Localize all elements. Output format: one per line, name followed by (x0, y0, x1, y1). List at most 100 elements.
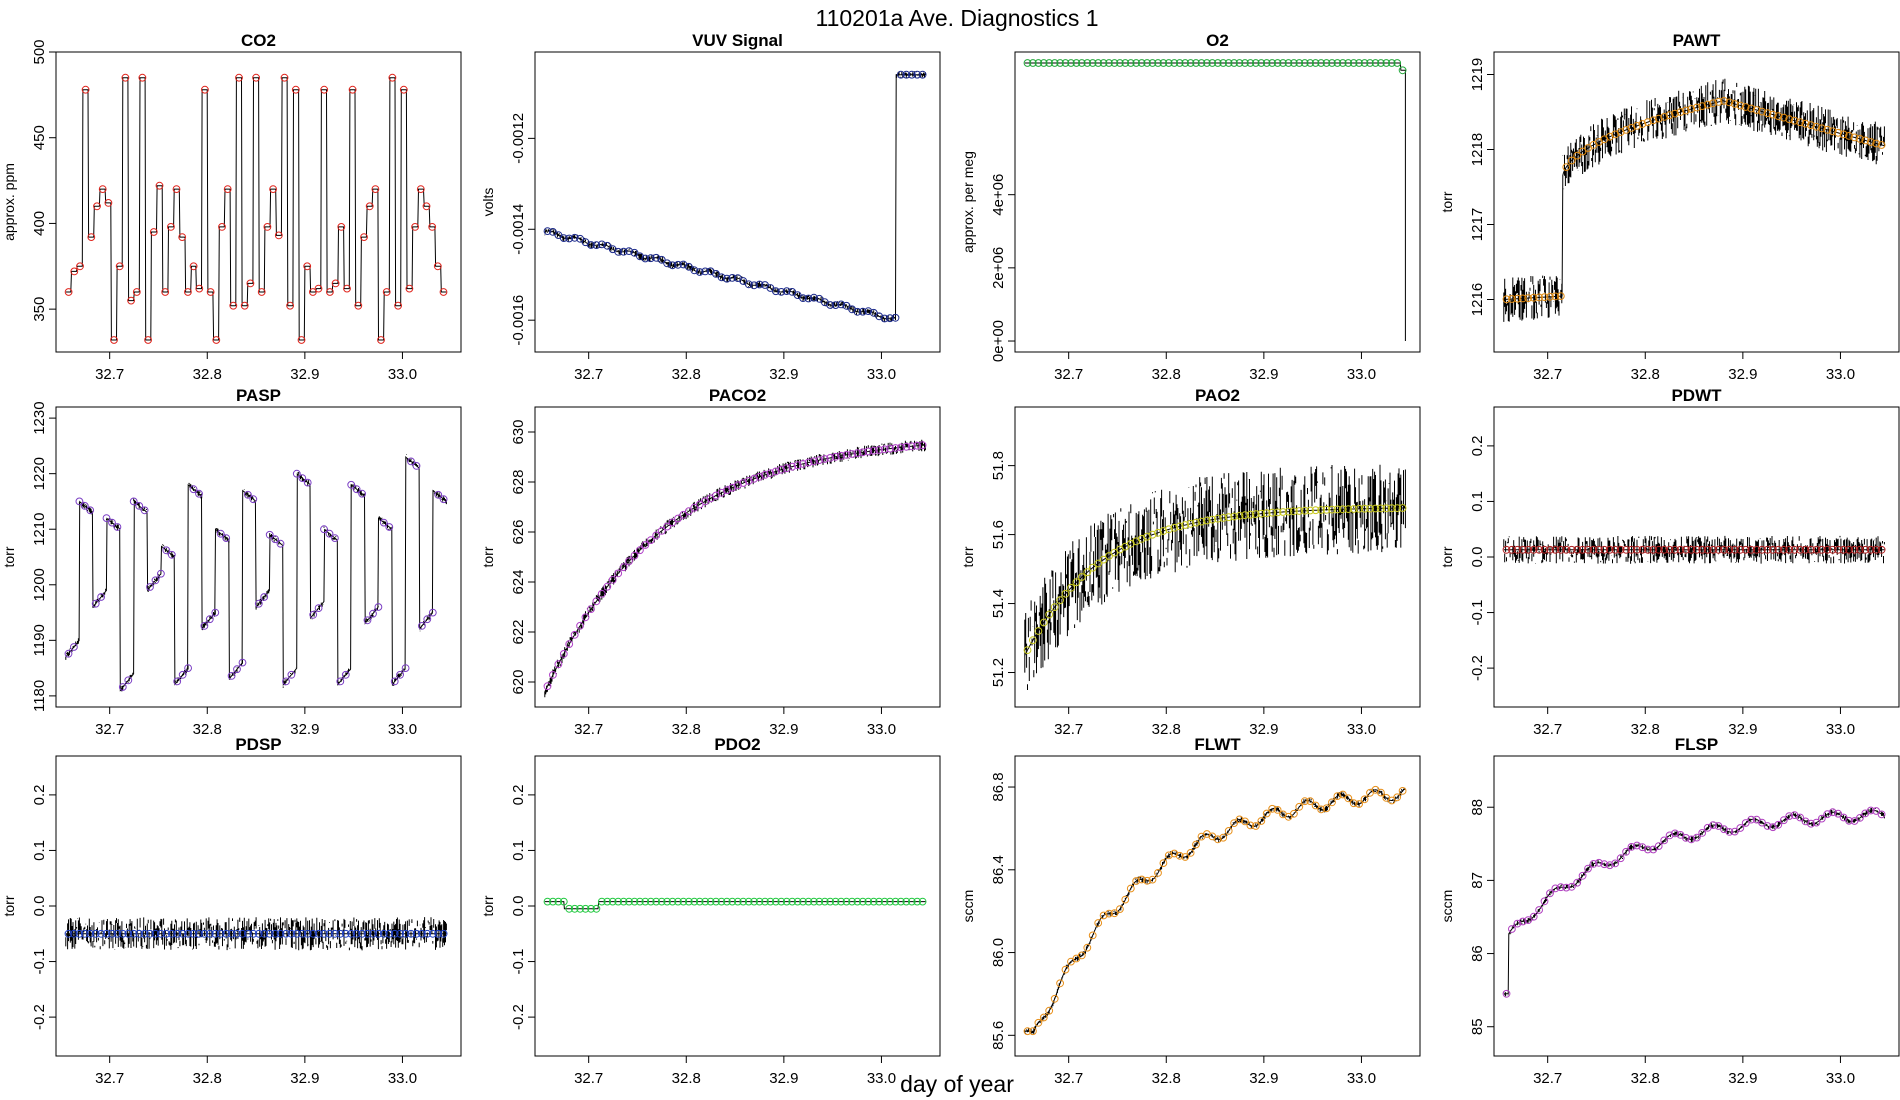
data-point (1164, 525, 1173, 534)
data-point (1524, 545, 1533, 554)
y-axis-label: torr (1, 546, 17, 567)
x-tick-label: 33.0 (867, 1070, 896, 1087)
x-tick-label: 32.9 (1728, 1070, 1757, 1087)
data-point (777, 897, 786, 906)
data-point (842, 301, 851, 310)
y-tick-label: 630 (510, 419, 527, 444)
data-point (1578, 545, 1587, 554)
data-point (1763, 822, 1772, 830)
data-point (140, 929, 149, 938)
data-point (1344, 794, 1353, 803)
data-point (291, 85, 300, 94)
data-point (1556, 883, 1565, 892)
data-point (1061, 965, 1070, 974)
data-point (799, 294, 807, 303)
x-tick-label: 32.9 (290, 1070, 319, 1087)
data-point (1785, 115, 1794, 124)
panel-title: PAO2 (1195, 386, 1240, 405)
data-point (205, 929, 214, 938)
data-point (1148, 59, 1157, 67)
data-point (1823, 545, 1832, 554)
data-point (233, 929, 241, 938)
x-tick-label: 32.9 (1728, 721, 1757, 738)
data-point (1099, 555, 1108, 564)
x-tick-label: 33.0 (867, 721, 896, 738)
data-point (690, 266, 699, 275)
data-point (1279, 508, 1287, 516)
data-point (369, 929, 377, 938)
data-point (238, 929, 247, 938)
x-tick-label: 32.7 (95, 1070, 124, 1087)
data-point (244, 490, 252, 499)
data-point (679, 260, 688, 269)
data-point (1578, 871, 1587, 880)
data-point (1540, 293, 1549, 302)
data-point (91, 599, 100, 608)
data-point (1573, 151, 1582, 160)
panel-title: CO2 (241, 31, 276, 50)
data-point (771, 287, 780, 296)
data-point (407, 457, 415, 466)
data-point (1605, 861, 1614, 870)
data-point (1290, 507, 1298, 516)
data-point (543, 897, 552, 906)
series-line (1024, 62, 1406, 341)
panel-title: FLSP (1675, 735, 1718, 754)
data-point (1072, 578, 1081, 587)
x-tick-label: 33.0 (388, 1070, 417, 1087)
data-point (1627, 545, 1636, 554)
data-point (1747, 545, 1756, 554)
data-point (1170, 59, 1179, 67)
x-tick-label: 32.8 (1631, 721, 1660, 738)
y-tick-label: 0.1 (510, 840, 527, 861)
data-point (1039, 618, 1048, 627)
data-point (244, 929, 252, 938)
panel-flwt: FLWT 32.7 32.8 32.9 33.0 85.6 86.0 86.4 86.8 sccm (960, 735, 1421, 1087)
data-point (1643, 545, 1652, 554)
data-point (439, 929, 448, 938)
data-point (218, 223, 226, 231)
data-point (1382, 504, 1391, 513)
data-point (1638, 120, 1647, 128)
data-point (1132, 877, 1141, 885)
data-point (1567, 882, 1576, 891)
data-point (1720, 97, 1728, 105)
data-point (298, 474, 307, 483)
data-point (1273, 806, 1282, 814)
data-point (161, 288, 170, 296)
data-point (178, 670, 187, 679)
data-point (303, 478, 312, 487)
data-point (1535, 906, 1543, 914)
data-point (788, 897, 797, 906)
data-point (254, 929, 263, 938)
y-tick-label: 1210 (31, 513, 48, 546)
data-point (1300, 59, 1309, 67)
data-point (1627, 843, 1636, 851)
data-point (744, 897, 753, 906)
data-point (777, 288, 786, 296)
y-tick-label: 1219 (1469, 58, 1486, 91)
data-point (104, 199, 113, 207)
y-tick-label: 88 (1469, 799, 1486, 816)
series-line (1024, 507, 1406, 656)
data-point (212, 336, 221, 344)
y-axis-label: volts (480, 188, 496, 217)
data-point (1377, 504, 1385, 513)
data-point (167, 929, 176, 938)
x-tick-label: 33.0 (1347, 366, 1376, 383)
data-point (298, 929, 307, 938)
y-tick-label: 1230 (31, 401, 48, 434)
data-point (263, 223, 272, 231)
data-point (1524, 916, 1533, 924)
data-point (1398, 66, 1407, 75)
data-point (608, 576, 617, 584)
data-point (690, 897, 699, 906)
x-tick-label: 32.7 (1533, 1070, 1562, 1087)
data-point (1551, 545, 1560, 554)
data-point (1845, 545, 1853, 554)
data-point (1197, 517, 1206, 526)
data-point (118, 683, 127, 691)
x-tick-label: 32.8 (672, 721, 701, 738)
y-tick-label: 1180 (31, 680, 48, 712)
data-point (1360, 504, 1369, 513)
